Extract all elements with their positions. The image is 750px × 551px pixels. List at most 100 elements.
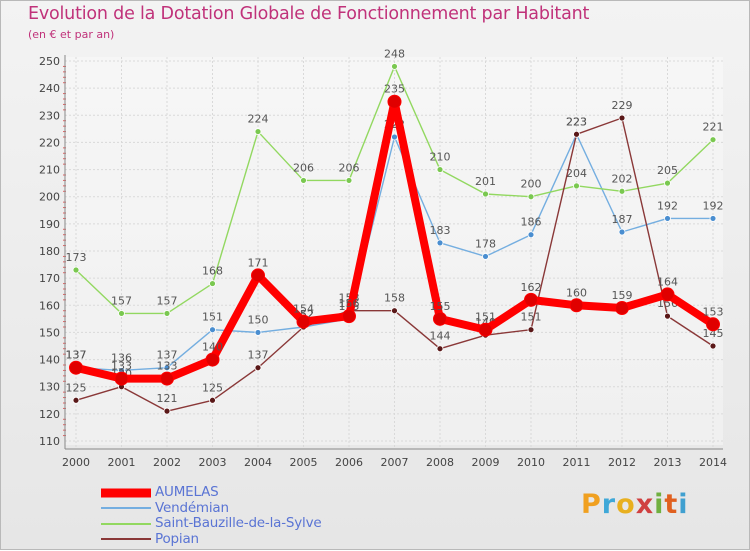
data-label-0: 171 — [248, 256, 269, 269]
data-label-2: 206 — [339, 161, 360, 174]
data-label-3: 229 — [612, 99, 633, 112]
x-tick-label: 2000 — [62, 456, 90, 469]
data-label-2: 168 — [202, 265, 223, 278]
data-label-2: 200 — [521, 178, 542, 191]
data-label-2: 202 — [612, 172, 633, 185]
series-point-3 — [664, 312, 671, 320]
y-tick-label: 250 — [39, 55, 60, 68]
logo-letter: t — [664, 489, 679, 520]
data-label-2: 205 — [657, 164, 678, 177]
series-point-1 — [436, 239, 444, 247]
logo-letter: x — [635, 489, 655, 520]
data-label-0: 162 — [521, 281, 542, 294]
logo-letter: P — [581, 489, 602, 520]
y-tick-label: 180 — [39, 245, 60, 258]
y-tick-label: 110 — [39, 435, 60, 448]
series-point-2 — [527, 193, 535, 201]
series-point-2 — [345, 177, 353, 184]
data-label-0: 156 — [339, 297, 360, 310]
data-label-0: 154 — [293, 303, 314, 316]
x-tick-label: 2008 — [426, 456, 454, 469]
legend-swatch — [101, 488, 151, 498]
data-label-2: 224 — [248, 113, 269, 126]
data-label-2: 221 — [703, 121, 724, 134]
x-tick-label: 2002 — [153, 456, 181, 469]
x-tick-label: 2011 — [563, 456, 591, 469]
logo-letter: r — [601, 489, 617, 520]
data-label-1: 178 — [475, 237, 496, 250]
data-label-2: 204 — [566, 167, 587, 180]
data-label-0: 133 — [157, 360, 178, 373]
series-point-3 — [618, 114, 626, 122]
series-point-0 — [387, 94, 402, 109]
data-label-1: 151 — [202, 311, 223, 324]
data-label-3: 125 — [66, 381, 87, 394]
data-label-1: 183 — [430, 224, 451, 237]
data-label-2: 173 — [66, 251, 87, 264]
series-point-3 — [209, 396, 216, 404]
legend-swatch — [101, 538, 151, 541]
data-label-3: 137 — [248, 349, 269, 362]
legend-label: AUMELAS — [155, 484, 219, 500]
series-point-1 — [527, 231, 535, 239]
data-label-0: 140 — [202, 341, 223, 354]
series-point-2 — [618, 187, 626, 195]
y-tick-label: 120 — [39, 408, 60, 421]
y-tick-label: 190 — [39, 218, 60, 231]
x-tick-label: 2012 — [608, 456, 636, 469]
series-point-2 — [391, 63, 398, 70]
series-point-0 — [615, 301, 629, 315]
data-label-0: 235 — [384, 83, 405, 96]
y-tick-label: 150 — [39, 326, 60, 339]
data-label-0: 164 — [657, 275, 678, 288]
chart-subtitle: (en € et par an) — [28, 28, 115, 41]
series-point-3 — [254, 364, 262, 372]
series-point-0 — [205, 352, 220, 367]
series-point-1 — [254, 329, 262, 336]
series-point-1 — [163, 364, 171, 372]
series-point-0 — [69, 360, 83, 375]
data-label-1: 137 — [157, 349, 178, 362]
data-label-3: 151 — [521, 311, 542, 324]
series-point-3 — [573, 130, 580, 138]
x-tick-label: 2005 — [290, 456, 318, 469]
x-tick-label: 2007 — [381, 456, 409, 469]
series-point-2 — [163, 310, 171, 317]
series-point-2 — [254, 128, 262, 135]
series-point-0 — [569, 298, 584, 313]
series-point-0 — [114, 371, 129, 386]
series-point-2 — [573, 182, 580, 190]
series-point-2 — [209, 280, 216, 287]
data-label-2: 248 — [384, 47, 405, 60]
data-label-1: 187 — [612, 213, 633, 226]
data-label-0: 160 — [566, 286, 587, 299]
series-point-2 — [300, 177, 307, 184]
legend-label: Saint-Bauzille-de-la-Sylve — [155, 515, 322, 531]
data-label-2: 210 — [430, 151, 451, 164]
data-label-0: 151 — [475, 311, 496, 324]
series-point-3 — [709, 342, 717, 350]
series-point-2 — [709, 136, 717, 144]
series-point-0 — [160, 371, 174, 386]
y-tick-label: 210 — [39, 164, 60, 177]
data-label-3: 144 — [430, 330, 451, 343]
series-point-0 — [524, 292, 538, 307]
series-point-1 — [482, 253, 489, 260]
legend-label: Vendémian — [155, 499, 229, 516]
y-tick-label: 140 — [39, 354, 60, 367]
x-tick-label: 2014 — [699, 456, 727, 469]
y-tick-label: 220 — [39, 136, 60, 149]
data-label-1: 223 — [566, 115, 587, 128]
data-label-1: 192 — [657, 199, 678, 212]
data-label-2: 157 — [157, 294, 178, 307]
logo-letter: o — [616, 489, 636, 520]
data-label-0: 159 — [612, 289, 633, 302]
x-tick-label: 2006 — [335, 456, 363, 469]
data-label-2: 201 — [475, 175, 496, 188]
y-tick-label: 230 — [39, 109, 60, 122]
proxiti-logo: Proxiti — [581, 489, 689, 520]
series-point-3 — [72, 396, 80, 404]
series-point-3 — [163, 407, 171, 415]
